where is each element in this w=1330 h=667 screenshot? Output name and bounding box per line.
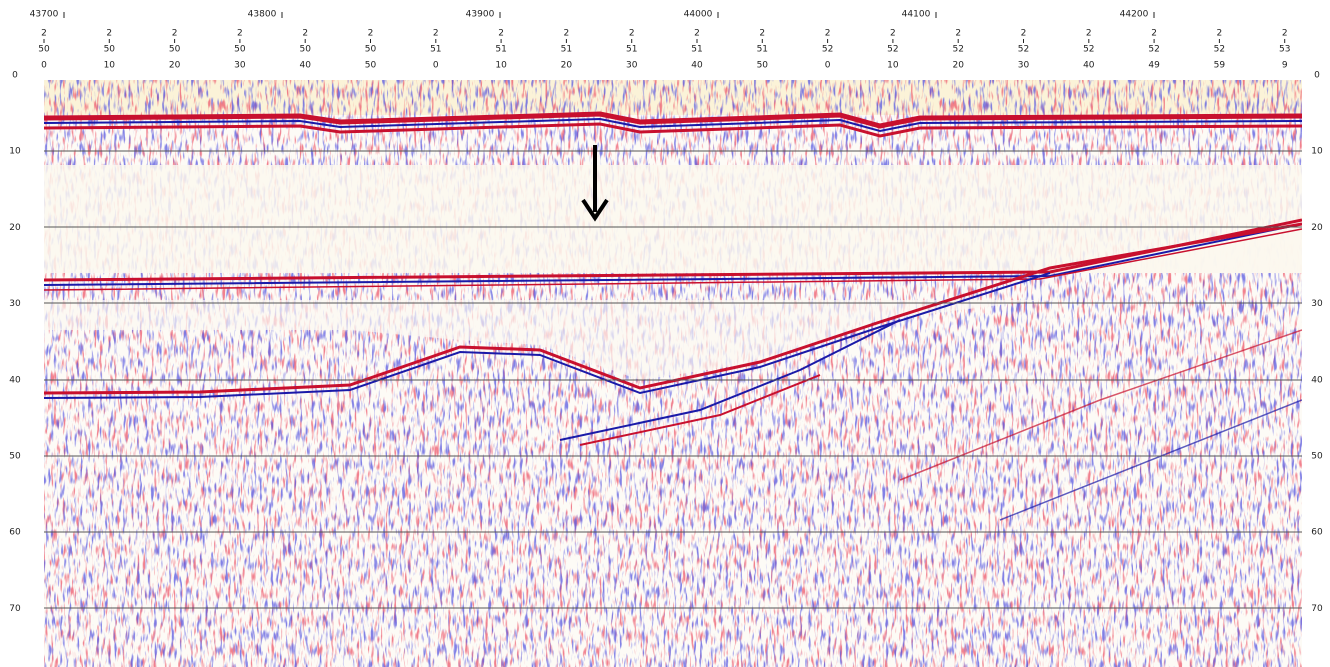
time-label: 50 xyxy=(38,45,50,55)
time-label: 40 xyxy=(691,61,703,71)
shotpoint-label: 43800 xyxy=(248,10,277,20)
time-label: 53 xyxy=(1279,45,1290,55)
time-label: 51 xyxy=(626,45,637,55)
time-label: 2 xyxy=(106,29,112,39)
time-label: 0 xyxy=(41,61,47,71)
time-label: 0 xyxy=(825,61,831,71)
time-label: 20 xyxy=(952,61,964,71)
time-label: 2 xyxy=(694,29,700,39)
time-label: 2 xyxy=(1282,29,1288,39)
shotpoint-label: 43700 xyxy=(30,10,59,20)
time-label: 51 xyxy=(691,45,702,55)
time-label: 2 xyxy=(41,29,47,39)
time-label: 2 xyxy=(1021,29,1027,39)
time-label: 30 xyxy=(1018,61,1030,71)
time-label: 52 xyxy=(1083,45,1094,55)
depth-label-right: 30 xyxy=(1311,299,1323,309)
time-label: 2 xyxy=(564,29,570,39)
time-label: 50 xyxy=(365,61,377,71)
time-label: 50 xyxy=(104,45,116,55)
axis-labels: 43700 43800 43900 44000 44100 442002500250102… xyxy=(9,10,1323,614)
arrow xyxy=(581,145,609,222)
time-label: 2 xyxy=(433,29,439,39)
time-label: 50 xyxy=(299,45,311,55)
time-label: 10 xyxy=(887,61,899,71)
time-label: 52 xyxy=(1148,45,1159,55)
time-label: 51 xyxy=(757,45,768,55)
time-label: 2 xyxy=(629,29,635,39)
time-label: 2 xyxy=(237,29,243,39)
time-label: 10 xyxy=(104,61,116,71)
time-label: 52 xyxy=(952,45,963,55)
seismic-image xyxy=(44,80,1302,667)
time-label: 40 xyxy=(299,61,311,71)
time-label: 50 xyxy=(757,61,769,71)
shotpoint-label: 43900 xyxy=(466,10,495,20)
time-label: 2 xyxy=(759,29,765,39)
time-label: 0 xyxy=(433,61,439,71)
time-label: 49 xyxy=(1148,61,1160,71)
depth-label-left: 20 xyxy=(9,223,21,233)
depth-label-right: 40 xyxy=(1311,375,1323,385)
time-label: 9 xyxy=(1282,61,1288,71)
depth-label-left: 30 xyxy=(9,299,21,309)
time-label: 20 xyxy=(561,61,573,71)
time-label: 40 xyxy=(1083,61,1095,71)
time-label: 52 xyxy=(1214,45,1225,55)
time-label: 2 xyxy=(890,29,896,39)
shotpoint-label: 44200 xyxy=(1120,10,1149,20)
time-label: 2 xyxy=(825,29,831,39)
depth-label-right: 0 xyxy=(1314,71,1320,81)
time-label: 50 xyxy=(169,45,181,55)
depth-label-right: 60 xyxy=(1311,528,1323,538)
depth-label-left: 60 xyxy=(9,528,21,538)
depth-label-left: 0 xyxy=(12,71,18,81)
time-label: 20 xyxy=(169,61,181,71)
depth-label-right: 70 xyxy=(1311,604,1323,614)
depth-label-right: 50 xyxy=(1311,452,1323,462)
depth-label-right: 20 xyxy=(1311,223,1323,233)
depth-label-left: 70 xyxy=(9,604,21,614)
depth-label-left: 50 xyxy=(9,452,21,462)
depth-label-left: 40 xyxy=(9,375,21,385)
time-label: 10 xyxy=(495,61,507,71)
time-label: 50 xyxy=(365,45,377,55)
time-label: 2 xyxy=(172,29,178,39)
time-label: 59 xyxy=(1214,61,1226,71)
time-label: 2 xyxy=(955,29,961,39)
time-label: 2 xyxy=(1086,29,1092,39)
time-label: 2 xyxy=(1217,29,1223,39)
time-label: 52 xyxy=(1018,45,1029,55)
time-label: 51 xyxy=(430,45,441,55)
time-label: 2 xyxy=(302,29,308,39)
time-label: 2 xyxy=(368,29,374,39)
depth-label-left: 10 xyxy=(9,147,21,157)
depth-label-right: 10 xyxy=(1311,147,1323,157)
time-label: 30 xyxy=(234,61,246,71)
shotpoint-label: 44000 xyxy=(684,10,713,20)
time-label: 52 xyxy=(887,45,898,55)
time-label: 30 xyxy=(626,61,638,71)
time-label: 50 xyxy=(234,45,246,55)
shotpoint-label: 44100 xyxy=(902,10,931,20)
time-label: 51 xyxy=(495,45,506,55)
time-label: 2 xyxy=(498,29,504,39)
time-label: 52 xyxy=(822,45,833,55)
time-label: 51 xyxy=(561,45,572,55)
time-label: 2 xyxy=(1151,29,1157,39)
